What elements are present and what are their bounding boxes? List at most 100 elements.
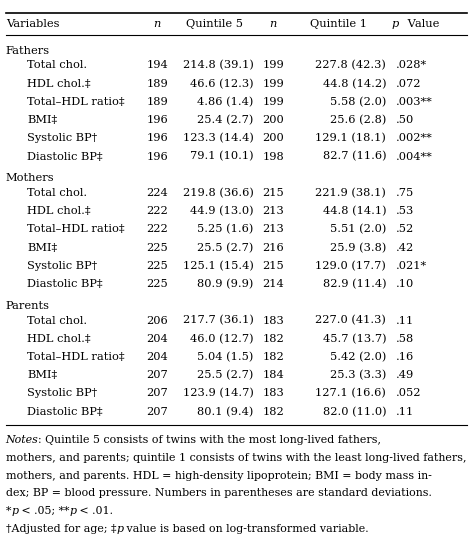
Text: Variables: Variables — [6, 19, 59, 29]
Text: 194: 194 — [146, 61, 168, 70]
Text: 182: 182 — [263, 407, 284, 416]
Text: 216: 216 — [263, 243, 284, 252]
Text: 80.1 (9.4): 80.1 (9.4) — [197, 406, 254, 417]
Text: p: p — [116, 524, 123, 533]
Text: Total chol.: Total chol. — [27, 188, 87, 198]
Text: .11: .11 — [396, 316, 414, 325]
Text: 184: 184 — [263, 370, 284, 380]
Text: 199: 199 — [263, 79, 284, 88]
Text: n: n — [153, 19, 160, 29]
Text: p: p — [11, 506, 18, 516]
Text: .002**: .002** — [396, 133, 433, 143]
Text: .11: .11 — [396, 407, 414, 416]
Text: .028*: .028* — [396, 61, 427, 70]
Text: 25.4 (2.7): 25.4 (2.7) — [197, 115, 254, 125]
Text: dex; BP = blood pressure. Numbers in parentheses are standard deviations.: dex; BP = blood pressure. Numbers in par… — [6, 488, 431, 498]
Text: .10: .10 — [396, 279, 414, 289]
Text: 44.8 (14.1): 44.8 (14.1) — [323, 206, 386, 217]
Text: Total chol.: Total chol. — [27, 61, 87, 70]
Text: Diastolic BP‡: Diastolic BP‡ — [27, 279, 103, 289]
Text: < .05; **: < .05; ** — [18, 506, 69, 516]
Text: 222: 222 — [146, 206, 168, 216]
Text: 182: 182 — [263, 334, 284, 344]
Text: 25.5 (2.7): 25.5 (2.7) — [197, 242, 254, 253]
Text: 127.1 (16.6): 127.1 (16.6) — [315, 388, 386, 399]
Text: Mothers: Mothers — [6, 174, 55, 183]
Text: 5.25 (1.6): 5.25 (1.6) — [197, 224, 254, 235]
Text: .16: .16 — [396, 352, 414, 362]
Text: .50: .50 — [396, 115, 414, 125]
Text: 46.6 (12.3): 46.6 (12.3) — [190, 78, 254, 89]
Text: 224: 224 — [146, 188, 168, 198]
Text: 219.8 (36.6): 219.8 (36.6) — [182, 188, 254, 198]
Text: HDL chol.‡: HDL chol.‡ — [27, 206, 91, 216]
Text: .004**: .004** — [396, 152, 433, 161]
Text: 82.9 (11.4): 82.9 (11.4) — [323, 279, 386, 289]
Text: Quintile 5: Quintile 5 — [186, 19, 243, 29]
Text: *: * — [6, 506, 11, 516]
Text: .072: .072 — [396, 79, 421, 88]
Text: 204: 204 — [146, 352, 168, 362]
Text: Value: Value — [404, 19, 440, 29]
Text: 225: 225 — [146, 261, 168, 271]
Text: 196: 196 — [146, 133, 168, 143]
Text: .75: .75 — [396, 188, 414, 198]
Text: BMI‡: BMI‡ — [27, 243, 57, 252]
Text: 5.51 (2.0): 5.51 (2.0) — [330, 224, 386, 235]
Text: HDL chol.‡: HDL chol.‡ — [27, 79, 91, 88]
Text: 200: 200 — [263, 133, 284, 143]
Text: BMI‡: BMI‡ — [27, 370, 57, 380]
Text: 5.04 (1.5): 5.04 (1.5) — [197, 352, 254, 362]
Text: mothers, and parents; quintile 1 consists of twins with the least long-lived fat: mothers, and parents; quintile 1 consist… — [6, 453, 466, 463]
Text: 80.9 (9.9): 80.9 (9.9) — [197, 279, 254, 289]
Text: 196: 196 — [146, 152, 168, 161]
Text: Notes: Notes — [6, 435, 38, 445]
Text: .003**: .003** — [396, 97, 433, 107]
Text: 222: 222 — [146, 225, 168, 234]
Text: 204: 204 — [146, 334, 168, 344]
Text: n: n — [269, 19, 276, 29]
Text: 215: 215 — [263, 261, 284, 271]
Text: 225: 225 — [146, 243, 168, 252]
Text: Systolic BP†: Systolic BP† — [27, 389, 97, 398]
Text: 217.7 (36.1): 217.7 (36.1) — [182, 315, 254, 326]
Text: 215: 215 — [263, 188, 284, 198]
Text: Parents: Parents — [6, 301, 50, 311]
Text: 25.5 (2.7): 25.5 (2.7) — [197, 370, 254, 381]
Text: Total–HDL ratio‡: Total–HDL ratio‡ — [27, 225, 125, 234]
Text: 44.8 (14.2): 44.8 (14.2) — [323, 78, 386, 89]
Text: .53: .53 — [396, 206, 414, 216]
Text: mothers, and parents. HDL = high-density lipoprotein; BMI = body mass in-: mothers, and parents. HDL = high-density… — [6, 471, 431, 480]
Text: †Adjusted for age; ‡: †Adjusted for age; ‡ — [6, 524, 116, 533]
Text: 5.58 (2.0): 5.58 (2.0) — [330, 96, 386, 107]
Text: 25.6 (2.8): 25.6 (2.8) — [330, 115, 386, 125]
Text: 207: 207 — [146, 370, 168, 380]
Text: 214: 214 — [263, 279, 284, 289]
Text: 207: 207 — [146, 407, 168, 416]
Text: 198: 198 — [263, 152, 284, 161]
Text: 189: 189 — [146, 97, 168, 107]
Text: 213: 213 — [263, 206, 284, 216]
Text: 206: 206 — [146, 316, 168, 325]
Text: .052: .052 — [396, 389, 421, 398]
Text: 227.0 (41.3): 227.0 (41.3) — [315, 315, 386, 326]
Text: .021*: .021* — [396, 261, 427, 271]
Text: 123.9 (14.7): 123.9 (14.7) — [182, 388, 254, 399]
Text: .52: .52 — [396, 225, 414, 234]
Text: 214.8 (39.1): 214.8 (39.1) — [182, 60, 254, 71]
Text: 183: 183 — [263, 389, 284, 398]
Text: Systolic BP†: Systolic BP† — [27, 133, 97, 143]
Text: Diastolic BP‡: Diastolic BP‡ — [27, 152, 103, 161]
Text: 129.1 (18.1): 129.1 (18.1) — [315, 133, 386, 144]
Text: : Quintile 5 consists of twins with the most long-lived fathers,: : Quintile 5 consists of twins with the … — [38, 435, 382, 445]
Text: 189: 189 — [146, 79, 168, 88]
Text: 125.1 (15.4): 125.1 (15.4) — [182, 260, 254, 271]
Text: 196: 196 — [146, 115, 168, 125]
Text: 207: 207 — [146, 389, 168, 398]
Text: 221.9 (38.1): 221.9 (38.1) — [315, 188, 386, 198]
Text: Fathers: Fathers — [6, 46, 50, 56]
Text: 45.7 (13.7): 45.7 (13.7) — [323, 333, 386, 344]
Text: BMI‡: BMI‡ — [27, 115, 57, 125]
Text: 182: 182 — [263, 352, 284, 362]
Text: 199: 199 — [263, 97, 284, 107]
